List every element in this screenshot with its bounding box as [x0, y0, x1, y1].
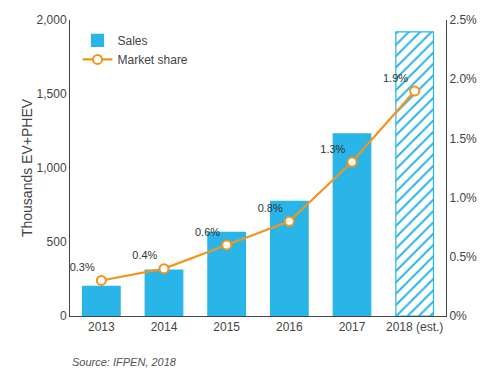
svg-text:2016: 2016 [276, 320, 303, 334]
svg-text:0.6%: 0.6% [195, 226, 220, 238]
svg-text:500: 500 [47, 235, 67, 249]
svg-text:0.8%: 0.8% [258, 202, 283, 214]
svg-text:2013: 2013 [88, 320, 115, 334]
svg-text:1.5%: 1.5% [449, 132, 477, 146]
svg-text:0%: 0% [449, 309, 467, 323]
svg-text:0.4%: 0.4% [132, 249, 157, 261]
svg-text:1,500: 1,500 [37, 87, 67, 101]
svg-text:0.5%: 0.5% [449, 250, 477, 264]
svg-text:1.9%: 1.9% [383, 72, 408, 84]
svg-text:2017: 2017 [339, 320, 366, 334]
svg-text:1,000: 1,000 [37, 161, 67, 175]
svg-text:2.0%: 2.0% [449, 72, 477, 86]
svg-text:2015: 2015 [213, 320, 240, 334]
svg-text:1.0%: 1.0% [449, 191, 477, 205]
svg-text:0: 0 [60, 309, 67, 323]
svg-text:Source: IFPEN, 2018: Source: IFPEN, 2018 [72, 356, 177, 368]
svg-text:0.3%: 0.3% [70, 261, 95, 273]
svg-text:Market share: Market share [118, 53, 188, 67]
svg-text:1.3%: 1.3% [320, 143, 345, 155]
svg-text:2.5%: 2.5% [449, 13, 477, 27]
svg-text:Thousands EV+PHEV: Thousands EV+PHEV [19, 98, 35, 237]
svg-text:2018 (est.): 2018 (est.) [386, 320, 443, 334]
svg-text:2,000: 2,000 [37, 13, 67, 27]
svg-text:Sales: Sales [118, 34, 148, 48]
svg-text:2014: 2014 [151, 320, 178, 334]
